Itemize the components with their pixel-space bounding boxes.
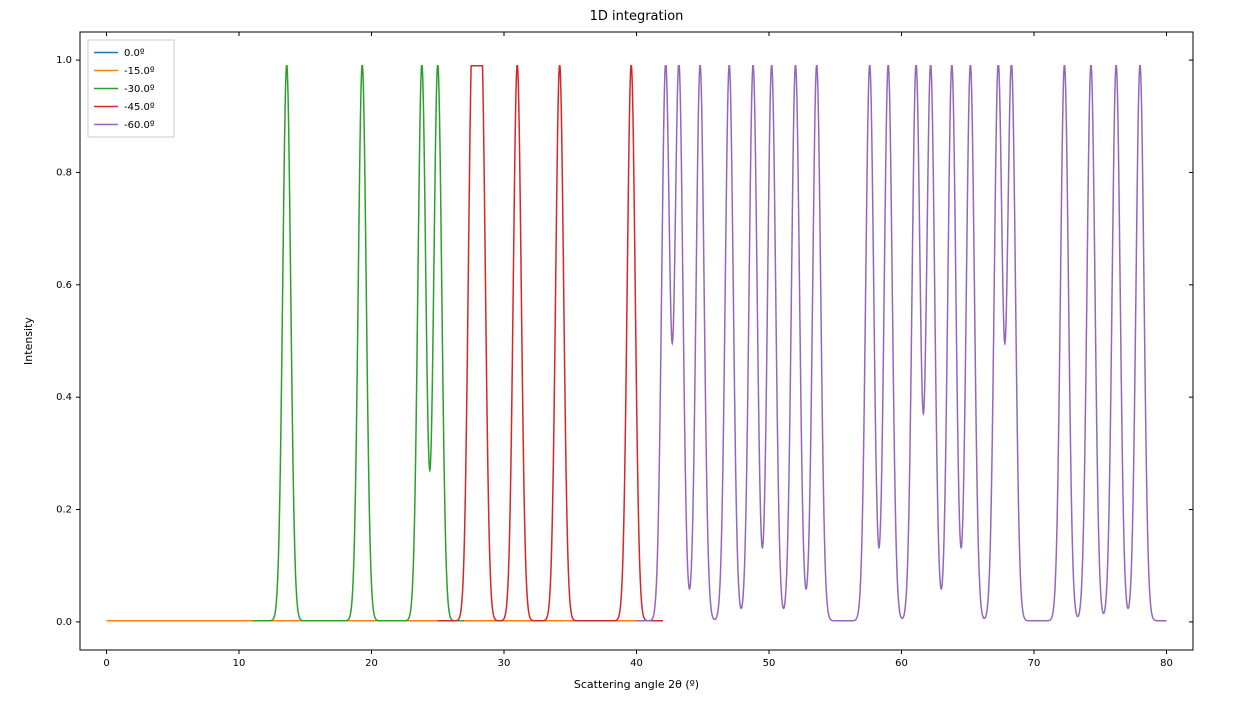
x-tick-label: 20	[365, 658, 378, 669]
y-tick-label: 1.0	[56, 55, 72, 66]
y-tick-label: 0.6	[56, 280, 72, 291]
y-axis-label: Intensity	[22, 317, 35, 365]
legend-label: -15.0º	[124, 66, 155, 77]
x-tick-label: 10	[233, 658, 246, 669]
legend-label: -60.0º	[124, 120, 155, 131]
x-tick-label: 30	[498, 658, 511, 669]
x-tick-label: 50	[763, 658, 776, 669]
x-tick-label: 70	[1028, 658, 1041, 669]
line-chart: 0 10 20 30 40 50 60 70 80 0.0 0.2 0.4 0.6 0.8 1.0 Scatt…	[0, 0, 1233, 706]
chart-container: 0 10 20 30 40 50 60 70 80 0.0 0.2 0.4 0.6 0.8 1.0 Scatt…	[0, 0, 1233, 706]
legend: 0.0º -15.0º -30.0º -45.0º -60.0º	[88, 40, 174, 137]
x-axis-label: Scattering angle 2θ (º)	[574, 678, 699, 691]
x-tick-label: 40	[630, 658, 643, 669]
legend-label: -30.0º	[124, 84, 155, 95]
x-tick-label: 0	[103, 658, 109, 669]
y-tick-label: 0.0	[56, 617, 72, 628]
x-tick-label: 60	[895, 658, 908, 669]
x-tick-label: 80	[1160, 658, 1173, 669]
y-tick-label: 0.2	[56, 505, 72, 516]
chart-background	[0, 0, 1233, 706]
legend-label: -45.0º	[124, 102, 155, 113]
legend-label: 0.0º	[124, 48, 145, 59]
y-tick-label: 0.8	[56, 167, 72, 178]
chart-title: 1D integration	[590, 9, 684, 24]
y-tick-label: 0.4	[56, 392, 72, 403]
